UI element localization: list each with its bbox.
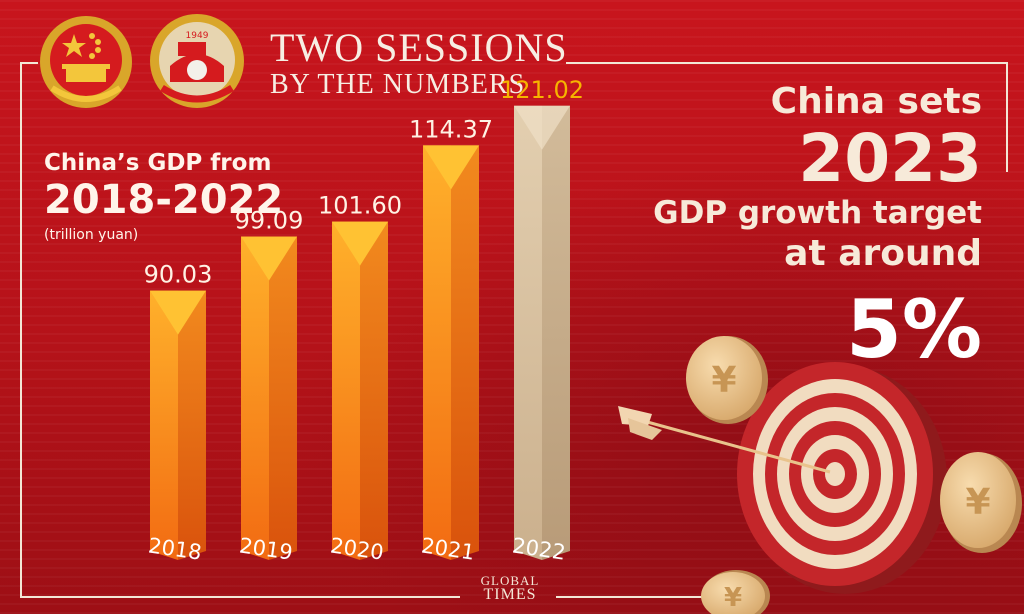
emblem-year: 1949: [186, 31, 209, 41]
yuan-coin-icon: ¥: [940, 452, 1022, 553]
bar-2019: [241, 236, 297, 560]
svg-text:¥: ¥: [711, 360, 736, 401]
bar-face-right: [360, 221, 388, 561]
bar-2022: [514, 105, 570, 561]
growth-target-block: China sets 2023 GDP growth target at aro…: [653, 80, 982, 378]
svg-text:¥: ¥: [965, 482, 990, 523]
target-line1: China sets: [770, 81, 982, 122]
bar-face-left: [514, 105, 542, 561]
header-title-line1: TWO SESSIONS: [270, 25, 568, 70]
frame-line-bottom-left: [20, 596, 460, 598]
chart-unit-label: (trillion yuan): [44, 227, 139, 243]
logo-line1: GLOBAL: [480, 573, 540, 588]
bar-value-label: 99.09: [235, 207, 304, 235]
bar-top-chevron: [332, 221, 388, 266]
cppcc-emblem-icon: 1949: [150, 14, 244, 108]
national-emblem-icon: [40, 16, 132, 108]
target-percent: 5%: [846, 283, 982, 376]
frame-line-left: [20, 62, 22, 598]
header-title-line2: BY THE NUMBERS: [270, 69, 526, 100]
chart-title-line2: 2018-2022: [44, 177, 284, 223]
svg-text:¥: ¥: [724, 583, 742, 613]
frame-line-top-right: [566, 62, 1008, 64]
target-year: 2023: [798, 120, 982, 197]
target-line3: GDP growth target: [653, 195, 982, 231]
target-line4: at around: [784, 233, 982, 274]
bar-2020: [332, 221, 388, 561]
bar-face-right: [542, 105, 570, 561]
global-times-logo: GLOBAL TIMES: [470, 573, 550, 603]
header-title: TWO SESSIONS BY THE NUMBERS: [270, 28, 568, 100]
yuan-coin-icon: ¥: [701, 570, 770, 614]
arrow-icon: [618, 406, 831, 474]
bar-value-label: 121.02: [500, 76, 584, 104]
logo-line2: TIMES: [483, 586, 537, 603]
bar-value-label: 114.37: [409, 115, 493, 143]
bar-face-left: [332, 221, 360, 561]
bar-face-right: [269, 236, 297, 560]
bar-value-label: 101.60: [318, 192, 402, 220]
bar-top-chevron: [423, 145, 479, 190]
bar-face-right: [178, 290, 206, 560]
yuan-coin-icon: ¥: [686, 336, 768, 424]
bar-face-left: [150, 290, 178, 560]
bar-face-left: [423, 145, 451, 561]
bar-2021: [423, 145, 479, 561]
chart-title-block: China’s GDP from 2018-2022 (trillion yua…: [44, 150, 283, 244]
frame-line-top-left: [20, 62, 38, 64]
frame-line-right: [1006, 62, 1008, 172]
bar-face-left: [241, 236, 269, 560]
bar-top-chevron: [514, 105, 570, 150]
dartboard-icon: [737, 362, 947, 594]
bar-face-right: [451, 145, 479, 561]
bar-2018: [150, 290, 206, 560]
bar-top-chevron: [241, 236, 297, 281]
bars-layer: 90.03201899.092019101.602020114.37202112…: [144, 76, 584, 565]
frame-line-bottom-right: [556, 596, 706, 598]
bar-top-chevron: [150, 290, 206, 335]
bar-value-label: 90.03: [144, 261, 213, 289]
chart-title-line1: China’s GDP from: [44, 150, 272, 176]
